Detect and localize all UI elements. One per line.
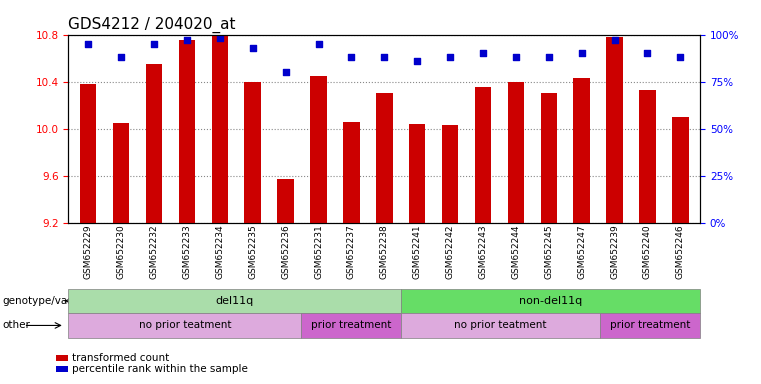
Bar <box>212 35 228 223</box>
Text: no prior teatment: no prior teatment <box>139 320 231 331</box>
Point <box>345 54 358 60</box>
Point <box>247 45 259 51</box>
Bar <box>343 122 360 223</box>
Text: prior treatment: prior treatment <box>610 320 690 331</box>
Bar <box>80 84 97 223</box>
Point <box>674 54 686 60</box>
Text: no prior teatment: no prior teatment <box>454 320 547 331</box>
Text: non-del11q: non-del11q <box>519 296 582 306</box>
Bar <box>574 78 590 223</box>
Bar <box>442 125 458 223</box>
Text: transformed count: transformed count <box>72 353 170 363</box>
Bar <box>376 93 393 223</box>
Bar <box>179 40 195 223</box>
Text: prior treatment: prior treatment <box>311 320 391 331</box>
Point <box>642 50 654 56</box>
Bar <box>113 123 129 223</box>
Point <box>148 41 160 47</box>
Point <box>510 54 522 60</box>
Bar <box>607 37 622 223</box>
Point <box>444 54 456 60</box>
Bar <box>278 179 294 223</box>
Point <box>82 41 94 47</box>
Point <box>575 50 587 56</box>
Point <box>411 58 423 64</box>
Point <box>313 41 325 47</box>
Bar <box>310 76 326 223</box>
Text: other: other <box>2 320 30 331</box>
Bar <box>244 82 261 223</box>
Bar <box>508 82 524 223</box>
Point <box>181 37 193 43</box>
Text: del11q: del11q <box>215 296 254 306</box>
Bar <box>672 117 689 223</box>
Point <box>378 54 390 60</box>
Bar <box>540 93 557 223</box>
Point <box>279 69 291 75</box>
Text: GDS4212 / 204020_at: GDS4212 / 204020_at <box>68 17 236 33</box>
Bar <box>409 124 425 223</box>
Point <box>543 54 555 60</box>
Point <box>214 35 226 41</box>
Text: percentile rank within the sample: percentile rank within the sample <box>72 364 248 374</box>
Point <box>115 54 127 60</box>
Bar <box>475 88 491 223</box>
Point <box>477 50 489 56</box>
Bar <box>639 90 656 223</box>
Bar <box>146 64 162 223</box>
Point <box>609 37 621 43</box>
Text: genotype/variation: genotype/variation <box>2 296 101 306</box>
